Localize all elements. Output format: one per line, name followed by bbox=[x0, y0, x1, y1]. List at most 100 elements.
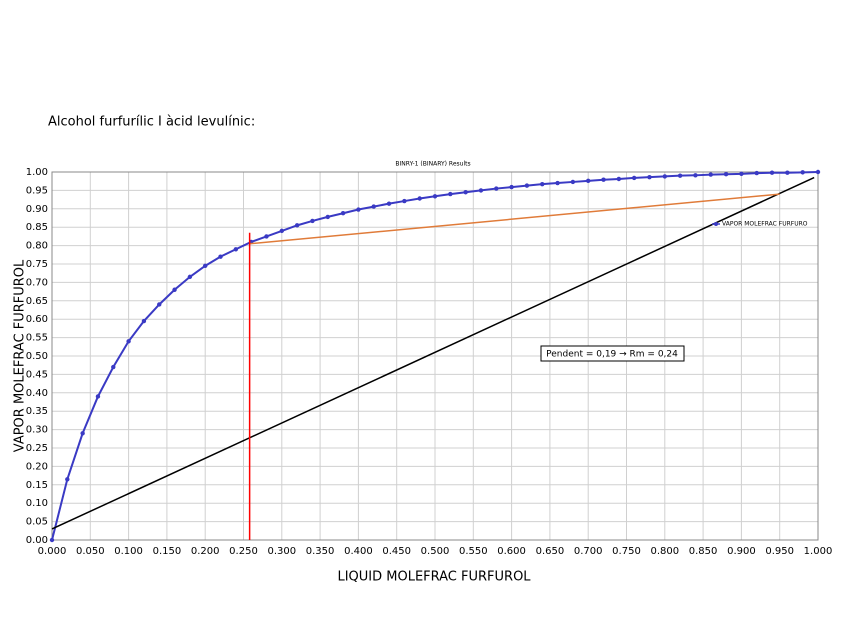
y-axis-label: VAPOR MOLEFRAC FURFUROL bbox=[13, 259, 28, 452]
x-tick-label: 0.150 bbox=[153, 546, 182, 557]
heading: Alcohol furfurílic I àcid levulínic: bbox=[48, 115, 255, 130]
x-tick-label: 0.200 bbox=[191, 546, 220, 557]
y-tick-label: 0.50 bbox=[26, 351, 48, 362]
x-tick-label: 0.450 bbox=[382, 546, 411, 557]
data-point bbox=[555, 180, 560, 186]
data-point bbox=[371, 204, 376, 209]
data-point bbox=[172, 287, 177, 292]
y-tick-label: 1.00 bbox=[26, 167, 48, 178]
data-point bbox=[616, 176, 622, 182]
x-tick-label: 0.850 bbox=[689, 546, 718, 557]
data-point bbox=[586, 178, 591, 184]
data-point bbox=[708, 172, 713, 177]
data-point bbox=[601, 177, 606, 182]
data-point bbox=[340, 211, 346, 216]
x-tick-label: 0.750 bbox=[612, 546, 641, 557]
data-point bbox=[80, 431, 85, 436]
data-point bbox=[325, 214, 330, 220]
x-axis-label: LIQUID MOLEFRAC FURFUROL bbox=[337, 570, 531, 585]
data-point bbox=[677, 173, 683, 178]
x-tick-label: 0.800 bbox=[650, 546, 679, 557]
data-point bbox=[157, 302, 162, 307]
data-point bbox=[294, 223, 300, 228]
x-tick-label: 0.400 bbox=[344, 546, 373, 557]
data-point bbox=[402, 198, 407, 204]
y-tick-label: 0.20 bbox=[26, 461, 48, 472]
data-point bbox=[233, 247, 239, 252]
series-line bbox=[51, 176, 815, 530]
data-point bbox=[111, 364, 116, 370]
data-point bbox=[310, 218, 315, 224]
x-tick-label: 1.000 bbox=[804, 546, 833, 557]
data-point bbox=[647, 174, 652, 180]
y-tick-label: 0.80 bbox=[26, 241, 48, 252]
x-tick-label: 0.300 bbox=[267, 546, 296, 557]
x-tick-label: 0.100 bbox=[114, 546, 143, 557]
data-point bbox=[800, 170, 805, 175]
x-tick-label: 0.250 bbox=[229, 546, 258, 557]
x-tick-label: 0.600 bbox=[497, 546, 526, 557]
legend-marker bbox=[714, 222, 718, 226]
data-point bbox=[754, 170, 759, 176]
y-tick-label: 0.35 bbox=[26, 406, 48, 417]
data-point bbox=[65, 477, 70, 482]
data-point bbox=[785, 170, 790, 175]
data-point bbox=[49, 537, 55, 543]
data-point bbox=[432, 194, 438, 199]
annotation-box bbox=[540, 345, 685, 362]
data-point bbox=[570, 179, 576, 185]
data-point bbox=[769, 170, 775, 175]
y-tick-label: 0.65 bbox=[26, 296, 48, 307]
data-point bbox=[95, 394, 101, 399]
data-point bbox=[141, 318, 147, 324]
x-tick-label: 0.900 bbox=[727, 546, 756, 557]
x-tick-label: 0.700 bbox=[574, 546, 603, 557]
data-point bbox=[417, 196, 422, 201]
data-point bbox=[448, 191, 453, 197]
y-tick-label: 0.95 bbox=[26, 185, 48, 196]
data-point bbox=[815, 169, 821, 175]
data-point bbox=[386, 201, 392, 206]
data-point bbox=[524, 183, 530, 188]
data-point bbox=[203, 263, 208, 269]
data-point bbox=[478, 188, 484, 193]
chart-title: BINRY-1 (BINARY) Results bbox=[395, 161, 470, 168]
data-point bbox=[723, 172, 729, 177]
y-tick-label: 0.00 bbox=[26, 535, 48, 546]
data-point bbox=[662, 174, 667, 179]
data-point bbox=[631, 175, 637, 181]
x-tick-label: 0.050 bbox=[76, 546, 105, 557]
data-point bbox=[356, 207, 361, 212]
y-tick-label: 0.45 bbox=[26, 369, 48, 380]
data-point bbox=[218, 254, 223, 259]
data-point bbox=[264, 234, 269, 239]
y-tick-label: 0.70 bbox=[26, 277, 48, 288]
y-tick-label: 0.90 bbox=[26, 204, 48, 215]
x-tick-label: 0.000 bbox=[38, 546, 67, 557]
data-point bbox=[187, 274, 193, 280]
x-tick-label: 0.500 bbox=[421, 546, 450, 557]
x-tick-label: 0.950 bbox=[765, 546, 794, 557]
y-tick-label: 0.30 bbox=[26, 425, 48, 436]
y-tick-label: 0.55 bbox=[26, 333, 48, 344]
y-tick-label: 0.10 bbox=[26, 498, 48, 509]
data-point bbox=[509, 184, 514, 190]
y-tick-label: 0.75 bbox=[26, 259, 48, 270]
x-tick-label: 0.350 bbox=[306, 546, 335, 557]
y-tick-label: 0.25 bbox=[26, 443, 48, 454]
data-point bbox=[463, 190, 468, 195]
plot-frame bbox=[51, 171, 819, 541]
legend-label: VAPOR MOLEFRAC FURFURO bbox=[722, 221, 808, 228]
data-point bbox=[126, 339, 131, 344]
annotation: Pendent = 0,19 → Rm = 0,24 bbox=[546, 350, 678, 360]
data-point bbox=[739, 171, 744, 177]
data-point bbox=[540, 181, 545, 187]
y-tick-label: 0.60 bbox=[26, 314, 48, 325]
series-line bbox=[249, 193, 780, 245]
y-tick-label: 0.05 bbox=[26, 517, 48, 528]
y-tick-label: 0.85 bbox=[26, 222, 48, 233]
data-point bbox=[494, 186, 499, 191]
x-tick-label: 0.650 bbox=[536, 546, 565, 557]
